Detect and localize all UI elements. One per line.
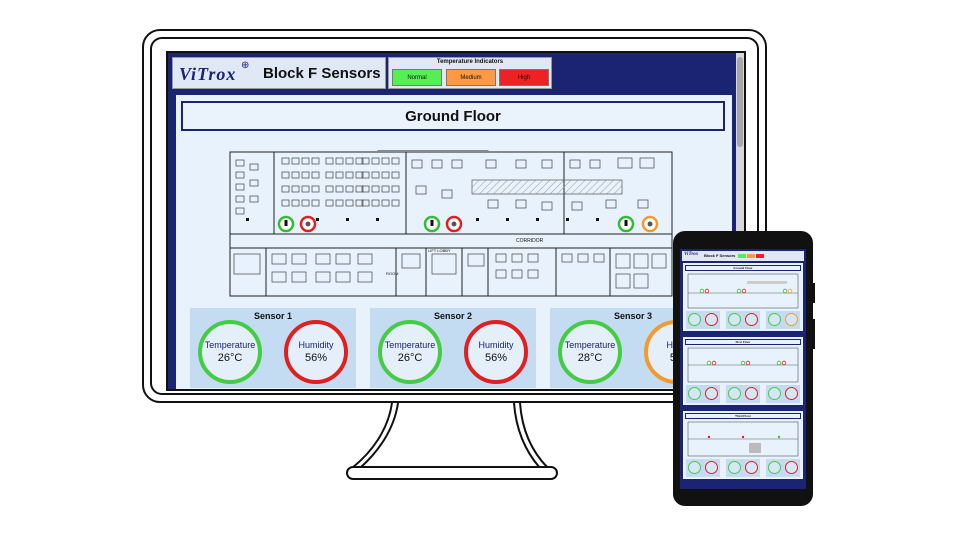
mobile-floor-plan [687,421,799,457]
phone-side-button [811,283,815,303]
mobile-section-third: Third Floor [683,411,803,479]
sensor-card-1: Sensor 1 Temperature 26°C Humidity 56% [190,308,356,388]
gauge-label: Temperature [384,340,436,350]
sensor-3-temp-marker[interactable] [617,215,635,233]
mobile-temp-gauge [768,461,781,474]
mobile-section-title: Third Floor [685,413,801,419]
mobile-section-title: First Floor [685,339,801,345]
mobile-floor-plan [687,347,799,383]
mobile-section-first: First Floor [683,337,803,405]
mobile-temp-gauge [728,313,741,326]
mobile-section-title: Ground Floor [685,265,801,271]
app-title: Block F Sensors [263,65,381,82]
mobile-indicator-normal [738,254,746,258]
room-label: ROOM [386,271,398,276]
monitor-stand-base [346,466,558,480]
mobile-hum-gauge [705,461,718,474]
sensor-1-temp-marker[interactable] [277,215,295,233]
floor-panel: Ground Floor [176,95,732,389]
gauge-value: 28°C [577,352,603,364]
floor-plan: CORRIDOR LIFT LOBBY ROOM [229,150,673,297]
lift-lobby-label: LIFT LOBBY [428,248,451,253]
mobile-hum-gauge [785,313,798,326]
indicators-title: Temperature Indicators [436,59,504,65]
sensor-2-temp-marker[interactable] [423,215,441,233]
mobile-hum-gauge [745,461,758,474]
mobile-indicator-medium [747,254,755,258]
gauge-value: 56% [304,352,328,364]
mobile-temp-gauge [728,387,741,400]
mobile-hum-gauge [745,387,758,400]
app-header: ViTrox ⊕ Block F Sensors [172,57,386,89]
temperature-gauge: Temperature 26°C [378,320,442,384]
mobile-temp-gauge [728,461,741,474]
mobile-section-ground: Ground Floor [683,263,803,331]
indicator-high: High [499,69,549,86]
sensor-title: Sensor 1 [253,311,293,321]
mobile-hum-gauge [785,387,798,400]
humidity-gauge: Humidity 56% [464,320,528,384]
gauge-label: Temperature [564,340,616,350]
scrollbar-thumb[interactable] [737,57,743,147]
gauge-value: 26°C [397,352,423,364]
mobile-indicator-high [756,254,764,258]
gauge-value: 26°C [217,352,243,364]
mobile-temp-gauge [688,461,701,474]
corridor-label: CORRIDOR [516,238,544,244]
page-scrollbar[interactable] [736,53,744,389]
mobile-hum-gauge [705,387,718,400]
vitrox-logo: ViTrox [179,64,237,84]
desktop-screen: ViTrox ⊕ Block F Sensors Temperature Ind… [166,51,746,391]
mobile-screen: ViTrox Block F Sensors Ground Floor Firs… [680,249,806,489]
mobile-title: Block F Sensors [704,253,736,258]
monitor-bezel [150,37,759,395]
mobile-temp-gauge [688,313,701,326]
mobile-hum-gauge [745,313,758,326]
mobile-temp-gauge [688,387,701,400]
logo-mark-icon: ⊕ [241,60,250,71]
sensor-2-hum-marker[interactable] [445,215,463,233]
humidity-gauge: Humidity 56% [284,320,348,384]
phone-side-button [811,319,815,349]
sensor-3-hum-marker[interactable] [641,215,659,233]
temperature-gauge: Temperature 28°C [558,320,622,384]
sensor-1-hum-marker[interactable] [299,215,317,233]
mobile-header: ViTrox Block F Sensors [682,251,804,261]
sensor-title: Sensor 3 [613,311,653,321]
gauge-value: 56% [484,352,508,364]
floor-title: Ground Floor [181,101,725,131]
mobile-hum-gauge [705,313,718,326]
gauge-label: Humidity [478,340,514,350]
mobile-temp-gauge [768,387,781,400]
temperature-gauge: Temperature 26°C [198,320,262,384]
gauge-label: Humidity [298,340,334,350]
mobile-temp-gauge [768,313,781,326]
mobile-logo: ViTrox [684,252,699,257]
gauge-label: Temperature [204,340,256,350]
indicator-normal: Normal [392,69,442,86]
mobile-floor-plan [687,273,799,309]
sensor-title: Sensor 2 [433,311,473,321]
temperature-indicators: Temperature Indicators Normal Medium Hig… [388,57,552,89]
sensor-card-2: Sensor 2 Temperature 26°C Humidity 56% [370,308,536,388]
mobile-hum-gauge [785,461,798,474]
indicator-medium: Medium [446,69,496,86]
